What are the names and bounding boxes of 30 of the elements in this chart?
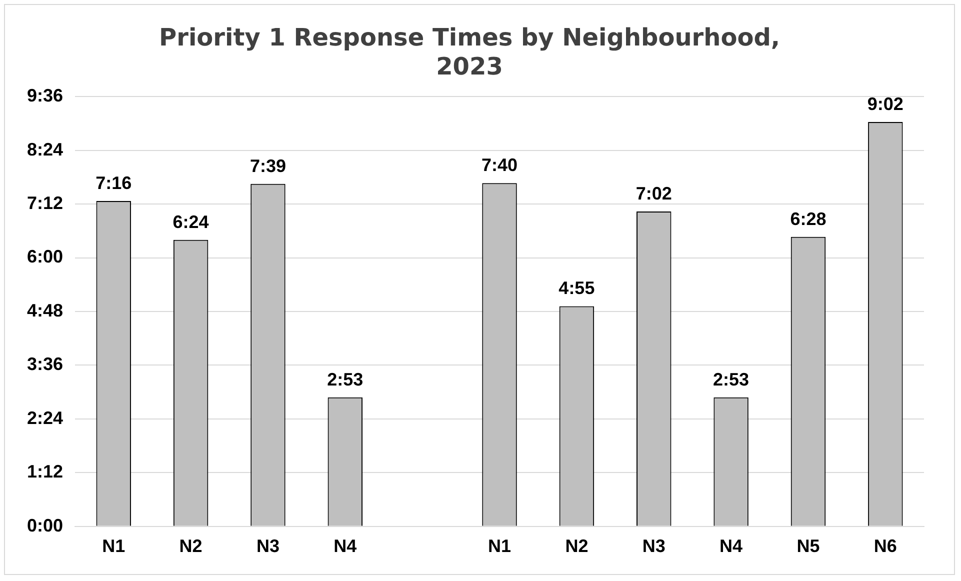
data-label: 2:53 bbox=[713, 369, 750, 390]
data-label: 2:53 bbox=[327, 369, 364, 390]
x-tick-label: N3 bbox=[642, 536, 666, 556]
x-tick-label: N2 bbox=[179, 536, 202, 556]
x-tick-label: N1 bbox=[102, 536, 126, 556]
x-tick-label: N4 bbox=[334, 536, 357, 556]
data-label: 7:39 bbox=[250, 156, 286, 176]
x-tick-label: N3 bbox=[256, 536, 280, 556]
data-label: 7:16 bbox=[96, 173, 132, 194]
x-tick-label: N5 bbox=[796, 536, 820, 556]
y-tick-label: 2:24 bbox=[26, 408, 64, 428]
y-tick-label: 1:12 bbox=[26, 462, 64, 482]
data-label: 6:28 bbox=[790, 208, 826, 229]
x-tick-label: N6 bbox=[874, 536, 897, 556]
data-label: 6:24 bbox=[172, 212, 209, 232]
data-label: 4:55 bbox=[558, 278, 595, 298]
y-tick-label: 4:48 bbox=[26, 300, 64, 320]
y-tick-label: 0:00 bbox=[26, 515, 64, 536]
data-label: 7:02 bbox=[636, 183, 672, 204]
x-tick-label: N1 bbox=[488, 536, 512, 556]
y-tick-label: 9:36 bbox=[26, 86, 64, 106]
chart-title: Priority 1 Response Times by Neighbourhood, 2023 bbox=[159, 24, 780, 80]
data-label: 7:40 bbox=[482, 155, 518, 176]
y-tick-label: 8:24 bbox=[26, 139, 64, 160]
y-tick-label: 6:00 bbox=[26, 246, 64, 267]
data-label: 9:02 bbox=[867, 94, 904, 114]
y-tick-label: 3:36 bbox=[26, 354, 64, 374]
x-tick-label: N4 bbox=[720, 536, 743, 556]
x-tick-label: N2 bbox=[565, 536, 588, 556]
y-tick-label: 7:12 bbox=[26, 193, 64, 214]
